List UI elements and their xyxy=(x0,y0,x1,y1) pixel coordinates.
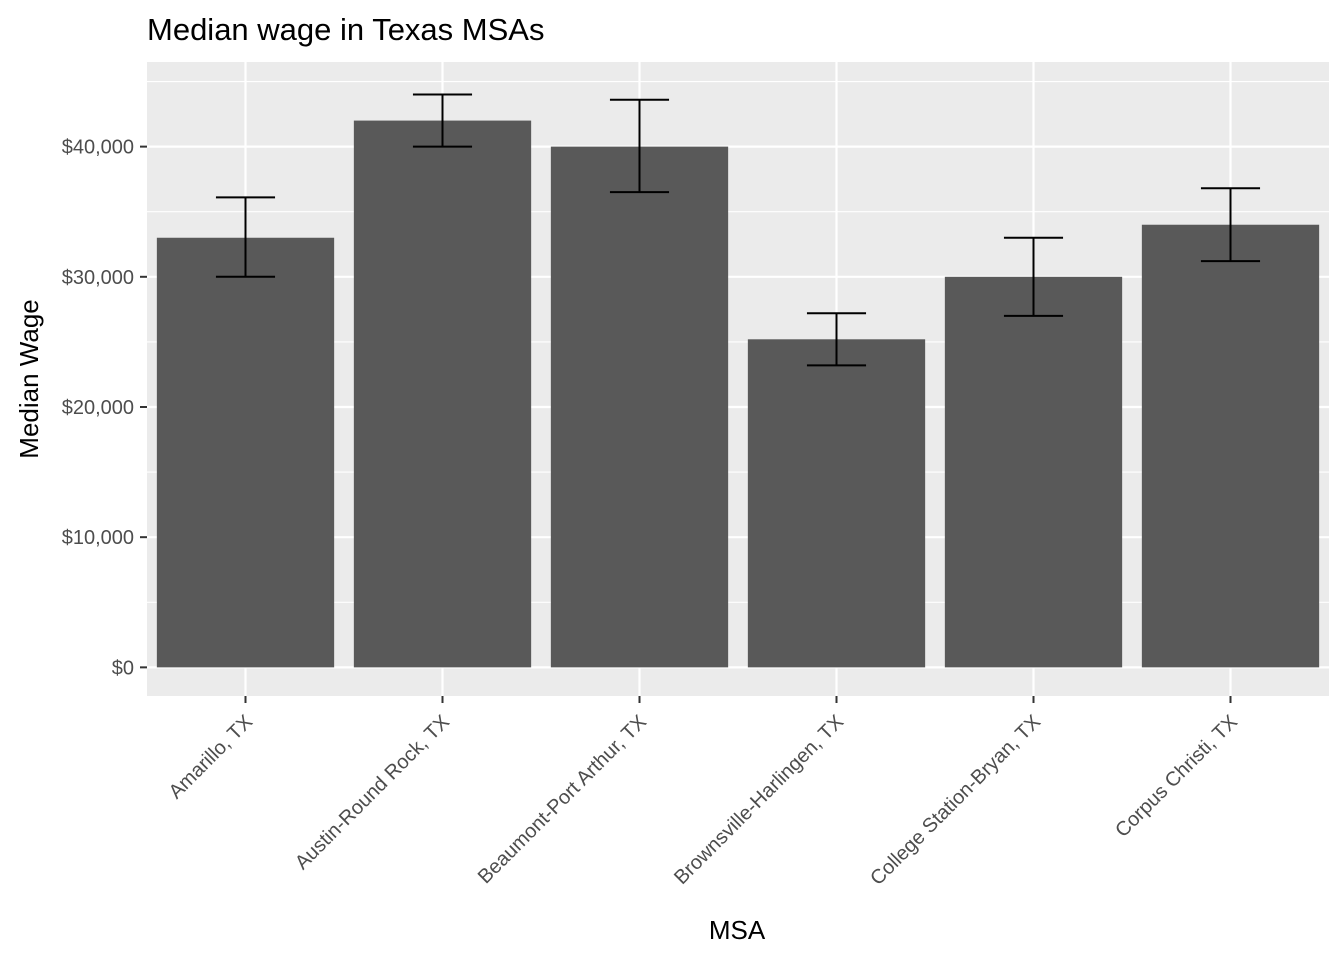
error-bar xyxy=(215,196,276,278)
y-tick-label: $10,000 xyxy=(62,527,134,549)
y-tick-label: $0 xyxy=(112,657,134,679)
error-bar xyxy=(1003,236,1064,317)
x-axis: Amarillo, TX Austin-Round Rock, TX Beaumon… xyxy=(165,696,1242,890)
error-bar xyxy=(412,93,473,148)
error-bar xyxy=(806,312,867,367)
y-tick-label: $20,000 xyxy=(62,397,134,419)
x-tick-label: College Station-Bryan, TX xyxy=(866,711,1045,890)
bars xyxy=(156,120,1320,668)
x-tick-label: Corpus Christi, TX xyxy=(1111,711,1242,842)
x-tick-label: Beaumont-Port Arthur, TX xyxy=(474,711,651,888)
bar xyxy=(550,146,729,668)
chart-title: Median wage in Texas MSAs xyxy=(147,12,544,47)
error-bar xyxy=(1200,187,1261,263)
error-bar xyxy=(609,98,670,194)
bar xyxy=(1141,224,1320,668)
x-tick-label: Amarillo, TX xyxy=(165,711,257,803)
y-tick-label: $30,000 xyxy=(62,267,134,289)
plot-panel xyxy=(147,62,1329,696)
grid-minor xyxy=(147,80,1329,603)
y-axis-title: Median Wage xyxy=(14,299,44,458)
y-axis: $0 $10,000 $20,000 $30,000 $40,000 xyxy=(62,137,147,679)
bar xyxy=(944,276,1123,668)
error-bars xyxy=(215,93,1261,367)
bar xyxy=(747,339,926,668)
x-tick-label: Brownsville-Harlingen, TX xyxy=(670,711,848,889)
y-tick-label: $40,000 xyxy=(62,137,134,159)
x-axis-title: MSA xyxy=(709,915,766,945)
bar xyxy=(353,120,532,668)
x-tick-label: Austin-Round Rock, TX xyxy=(291,711,454,874)
bar xyxy=(156,237,335,668)
